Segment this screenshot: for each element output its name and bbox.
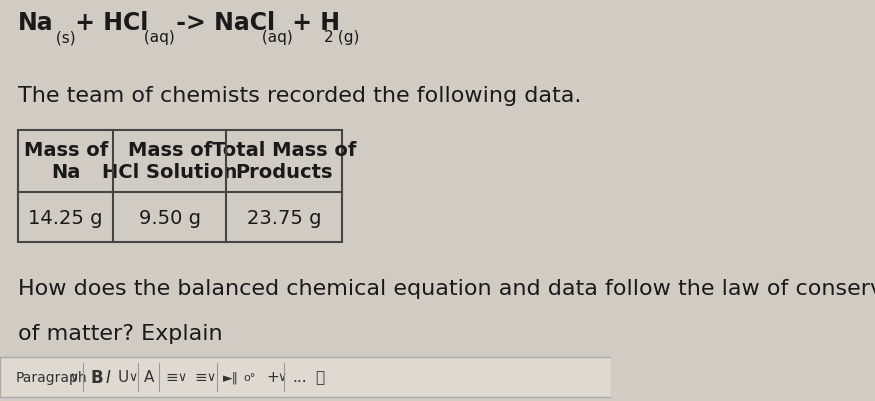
- Text: B: B: [90, 368, 103, 386]
- Text: 14.25 g: 14.25 g: [29, 208, 103, 227]
- Text: ►‖: ►‖: [223, 371, 239, 383]
- Text: ∨: ∨: [69, 371, 78, 383]
- Text: -> NaCl: -> NaCl: [168, 11, 276, 35]
- Text: o°: o°: [243, 372, 256, 382]
- Text: 9.50 g: 9.50 g: [138, 208, 200, 227]
- Text: ∨: ∨: [129, 371, 137, 383]
- Text: ⤡: ⤡: [315, 369, 324, 385]
- Bar: [0, 357, 612, 397]
- Text: ...: ...: [292, 369, 307, 385]
- Text: Mass of
Na: Mass of Na: [24, 141, 108, 182]
- Text: of matter? Explain: of matter? Explain: [18, 323, 223, 343]
- Text: (g): (g): [332, 30, 359, 45]
- Text: Na: Na: [18, 11, 54, 35]
- Bar: [18, 130, 342, 243]
- Text: How does the balanced chemical equation and data follow the law of conservation: How does the balanced chemical equation …: [18, 279, 875, 299]
- Text: 23.75 g: 23.75 g: [247, 208, 321, 227]
- Text: ≡: ≡: [194, 369, 207, 385]
- Text: Mass of
HCl Solution: Mass of HCl Solution: [102, 141, 237, 182]
- Text: (aq): (aq): [256, 30, 292, 45]
- Text: 2: 2: [324, 30, 333, 45]
- Text: ∨: ∨: [276, 371, 286, 383]
- Text: Total Mass of
Products: Total Mass of Products: [212, 141, 356, 182]
- Text: A: A: [144, 369, 154, 385]
- Text: U: U: [118, 369, 130, 385]
- Text: + H: + H: [284, 11, 340, 35]
- Text: ∨: ∨: [206, 371, 216, 383]
- Text: ∨: ∨: [178, 371, 186, 383]
- Text: (s): (s): [51, 30, 75, 45]
- Text: The team of chemists recorded the following data.: The team of chemists recorded the follow…: [18, 86, 582, 106]
- Text: ≡: ≡: [165, 369, 178, 385]
- Text: I: I: [105, 368, 110, 386]
- Text: + HCl: + HCl: [67, 11, 149, 35]
- Text: +: +: [266, 369, 278, 385]
- Text: (aq): (aq): [139, 30, 175, 45]
- Text: Paragraph: Paragraph: [15, 370, 87, 384]
